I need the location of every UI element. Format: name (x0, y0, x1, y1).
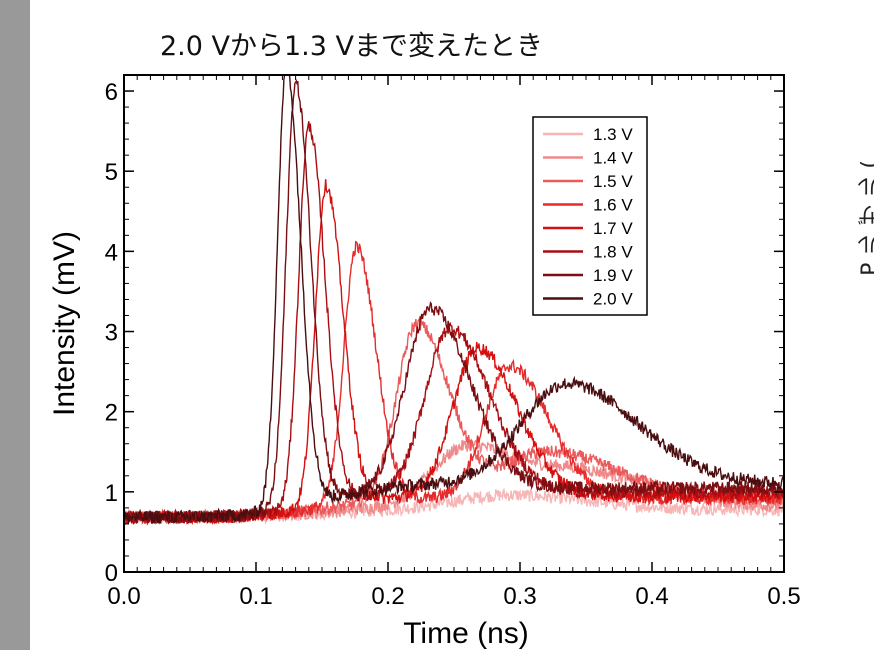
y-tick-label: 5 (105, 159, 118, 186)
legend-label: 1.6 V (593, 196, 633, 215)
y-tick-label: 6 (105, 79, 118, 106)
y-tick-label: 4 (105, 239, 118, 266)
slide-side-bar (0, 0, 30, 650)
x-axis-label: Time (ns) (403, 617, 529, 650)
x-tick-label: 0.2 (371, 583, 404, 610)
axes: 0.0 0.1 0.2 0.3 0.4 0.5 0 1 2 3 4 5 6 Time (ns) Intens… (48, 74, 801, 650)
x-tick-label: 0.4 (635, 583, 668, 610)
legend-box (532, 116, 648, 316)
legend: 1.3 V 1.4 V 1.5 V 1.6 V 1.7 V 1.8 V 1.9 V 2.0 V (532, 116, 648, 316)
slide-title: 2.0 Vから1.3 Vまで変えたとき (160, 31, 543, 62)
legend-label: 1.7 V (593, 219, 633, 238)
legend-label: 1.8 V (593, 243, 633, 262)
x-tick-label: 0.3 (503, 583, 536, 610)
y-tick-label: 0 (105, 560, 118, 587)
legend-label: 1.3 V (593, 125, 633, 144)
series-line-2-0-V (124, 75, 784, 526)
y-tick-label: 1 (105, 480, 118, 507)
y-tick-label: 3 (105, 320, 118, 347)
y-axis-label: Intensity (mV) (48, 231, 81, 416)
series-line-1-7-V (124, 179, 784, 526)
series-line-1-8-V (124, 121, 784, 525)
x-tick-label: 0.5 (767, 583, 800, 610)
series-layer (124, 75, 784, 527)
x-tick-label: 0.1 (239, 583, 272, 610)
x-tick-label: 0.0 (107, 583, 140, 610)
legend-label: 1.5 V (593, 172, 633, 191)
y-tick-label: 2 (105, 400, 118, 427)
legend-label: 1.9 V (593, 266, 633, 285)
legend-label: 1.4 V (593, 149, 633, 168)
legend-label: 2.0 V (593, 290, 633, 309)
